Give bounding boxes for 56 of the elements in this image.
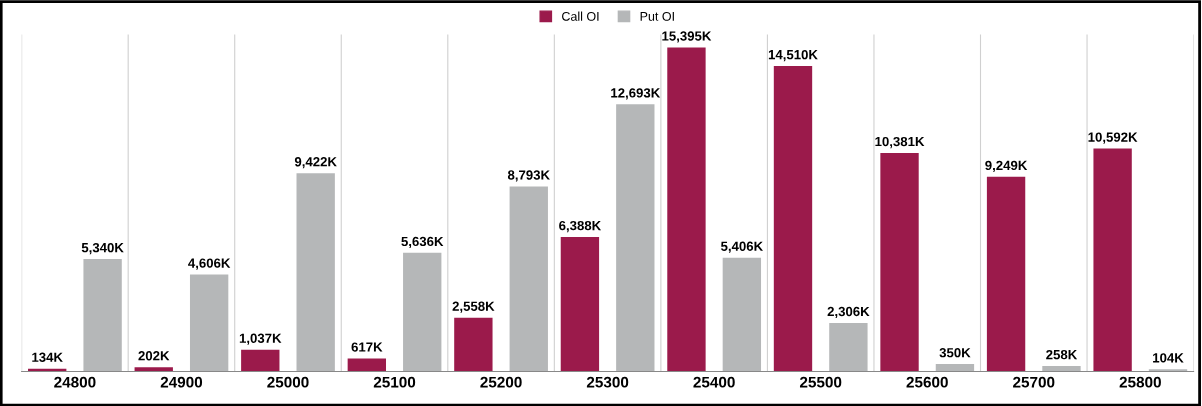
bar xyxy=(935,364,975,372)
data-label: 5,340K xyxy=(81,242,124,255)
data-label: 2,558K xyxy=(452,301,495,313)
bar xyxy=(454,317,493,372)
data-label: 202K xyxy=(138,351,170,361)
data-label: 6,388K xyxy=(559,220,602,233)
data-label: 10,381K xyxy=(875,136,925,149)
bar xyxy=(560,237,600,372)
data-label: 5,406K xyxy=(720,241,764,253)
bar xyxy=(667,47,706,372)
bar xyxy=(296,173,335,372)
bar xyxy=(829,322,868,372)
x-tick-label: 25800 xyxy=(1119,376,1161,388)
data-label: 5,636K xyxy=(401,236,444,249)
data-label: 14,510K xyxy=(768,49,818,62)
bar xyxy=(773,66,813,372)
legend-label: Call OI xyxy=(562,11,599,21)
bar xyxy=(1093,148,1132,372)
x-tick-label: 25100 xyxy=(373,376,416,388)
data-label: 9,422K xyxy=(294,157,337,169)
bar xyxy=(347,358,387,372)
x-tick-label: 24800 xyxy=(54,376,96,388)
x-tick-label: 25500 xyxy=(799,376,842,388)
bar xyxy=(1042,366,1081,372)
data-label: 8,793K xyxy=(507,170,550,182)
x-tick-label: 25300 xyxy=(586,376,629,388)
data-label: 4,606K xyxy=(188,258,231,270)
bar xyxy=(722,257,762,372)
legend-label: Put OI xyxy=(640,11,674,21)
bar xyxy=(986,176,1026,372)
data-label: 1,037K xyxy=(239,333,282,345)
x-tick-label: 25000 xyxy=(267,376,309,388)
data-label: 2,306K xyxy=(827,306,870,319)
bar xyxy=(1148,369,1188,372)
data-label: 617K xyxy=(351,342,383,352)
bar xyxy=(880,153,919,372)
bar xyxy=(403,252,442,372)
data-label: 104K xyxy=(1153,353,1184,363)
data-label: 10,592K xyxy=(1088,132,1138,144)
bar xyxy=(509,186,548,372)
x-tick-label: 25400 xyxy=(693,376,735,388)
bar xyxy=(83,259,122,372)
x-tick-label: 24900 xyxy=(160,376,203,388)
data-label: 134K xyxy=(32,352,63,362)
bar xyxy=(134,367,173,372)
bar xyxy=(189,274,229,372)
bar xyxy=(616,104,655,372)
data-label: 12,693K xyxy=(611,88,661,100)
x-tick-label: 25200 xyxy=(480,376,522,388)
x-tick-label: 25700 xyxy=(1013,376,1055,388)
data-label: 350K xyxy=(939,348,971,358)
data-label: 9,249K xyxy=(985,160,1028,172)
data-label: 258K xyxy=(1046,349,1078,360)
bar xyxy=(241,349,280,372)
data-label: 15,395K xyxy=(662,31,712,43)
x-tick-label: 25600 xyxy=(906,376,948,388)
